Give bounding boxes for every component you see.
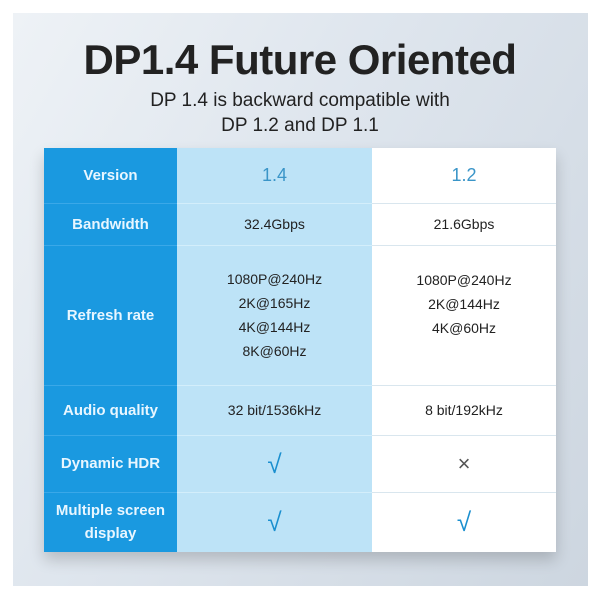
table-row-version: Version 1.4 1.2 — [44, 148, 556, 203]
cell-dp14: 32.4Gbps — [177, 202, 372, 245]
refresh-item: 8K@60Hz — [242, 343, 307, 359]
refresh-item: 1080P@240Hz — [226, 271, 323, 287]
cross-icon: × — [372, 434, 556, 492]
table-row-dynamic-hdr: Dynamic HDR √ × — [44, 434, 556, 492]
table-row-refresh-rate: Refresh rate 1080P@240Hz 2K@165Hz 4K@144… — [44, 244, 556, 385]
cell-dp12: 8 bit/192kHz — [372, 384, 556, 435]
subtitle-line-2: DP 1.2 and DP 1.1 — [221, 115, 379, 136]
check-icon: √ — [372, 491, 556, 552]
check-icon: √ — [177, 491, 372, 552]
refresh-item: 2K@144Hz — [428, 295, 500, 312]
subtitle-line-1: DP 1.4 is backward compatible with — [150, 90, 450, 111]
row-header: Multiple screen display — [44, 491, 177, 552]
row-header-line: Multiple screen — [55, 502, 166, 520]
row-header: Version — [44, 148, 177, 203]
row-header: Refresh rate — [44, 244, 177, 385]
refresh-item: 4K@144Hz — [238, 319, 311, 335]
cell-dp12: 1080P@240Hz 2K@144Hz 4K@60Hz — [372, 244, 556, 385]
table-row-bandwidth: Bandwidth 32.4Gbps 21.6Gbps — [44, 202, 556, 245]
table-row-audio-quality: Audio quality 32 bit/1536kHz 8 bit/192kH… — [44, 384, 556, 435]
cell-dp12: 1.2 — [372, 148, 556, 203]
cell-dp14: 1080P@240Hz 2K@165Hz 4K@144Hz 8K@60Hz — [177, 244, 372, 385]
refresh-item: 4K@60Hz — [431, 319, 497, 336]
check-icon: √ — [177, 434, 372, 492]
refresh-item: 2K@165Hz — [238, 295, 311, 311]
row-header: Dynamic HDR — [44, 434, 177, 492]
row-header: Bandwidth — [44, 202, 177, 245]
cell-dp12: 21.6Gbps — [372, 202, 556, 245]
row-header-line: display — [84, 525, 137, 543]
cell-dp14: 1.4 — [177, 148, 372, 203]
page-title: DP1.4 Future Oriented — [83, 36, 517, 83]
row-header: Audio quality — [44, 384, 177, 435]
table-row-multiple-screen: Multiple screen display √ √ — [44, 491, 556, 552]
cell-dp14: 32 bit/1536kHz — [177, 384, 372, 435]
refresh-item: 1080P@240Hz — [416, 271, 512, 288]
comparison-table: Version 1.4 1.2 Bandwidth 32.4Gbps 21.6G… — [44, 148, 556, 552]
